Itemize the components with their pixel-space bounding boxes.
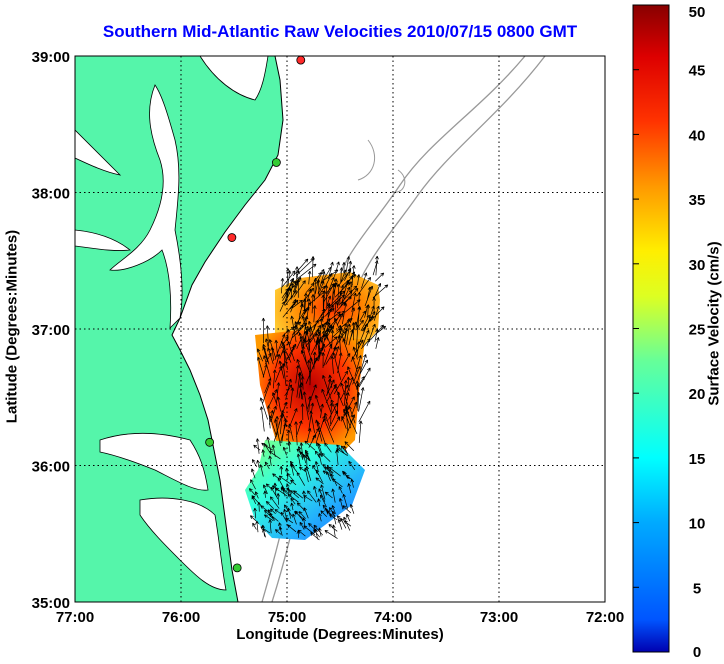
colorbar-tick-label: 10 (689, 516, 706, 533)
colorbar-tick-label: 50 (689, 4, 706, 21)
x-axis-label: Longitude (Degrees:Minutes) (236, 626, 444, 643)
colorbar-tick-label: 40 (689, 127, 706, 144)
y-tick-label: 38:00 (32, 186, 70, 203)
velocity-vectors (248, 255, 389, 541)
station-marker (271, 158, 281, 167)
x-tick-label: 75:00 (268, 609, 306, 626)
x-tick-label: 76:00 (162, 609, 200, 626)
x-tick-label: 72:00 (586, 609, 624, 626)
chesapeake-bay (109, 84, 183, 330)
colorbar-tick-label: 15 (689, 451, 706, 468)
pamlico-sound (139, 497, 227, 591)
colorbar-tick-label: 20 (689, 386, 706, 403)
grid-lines (75, 56, 605, 602)
velocity-region-central (255, 330, 365, 455)
map-title: Southern Mid-Atlantic Raw Velocities 201… (102, 22, 578, 41)
colorbar-tick-label: 5 (693, 580, 701, 597)
y-tick-label: 39:00 (32, 49, 70, 66)
x-tick-label: 73:00 (480, 609, 518, 626)
y-axis-ticks: 39:00 38:00 37:00 36:00 35:00 (32, 49, 70, 612)
y-tick-label: 37:00 (32, 322, 70, 339)
station-marker (227, 233, 237, 242)
colorbar-tick-label: 0 (693, 644, 701, 659)
plot-frame (74, 55, 606, 603)
land-mass (75, 56, 284, 602)
y-tick-label: 36:00 (32, 459, 70, 476)
y-axis-label: Latitude (Degrees:Minutes) (3, 229, 21, 424)
x-tick-label: 77:00 (56, 609, 94, 626)
velocity-region-south (245, 440, 365, 540)
river (75, 129, 122, 176)
station-marker (205, 437, 215, 447)
velocity-field (245, 255, 389, 541)
colorbar-label: Surface Velocity (cm/s) (705, 241, 723, 406)
delaware-bay (199, 56, 269, 101)
colorbar-tick-label: 45 (689, 63, 706, 80)
colorbar-tick-label: 35 (689, 192, 706, 209)
colorbar-tick-label: 30 (689, 257, 706, 274)
station-markers (205, 55, 306, 573)
colorbar-tick-label: 25 (689, 322, 706, 339)
station-marker (296, 55, 306, 65)
y-tick-label: 35:00 (32, 595, 70, 612)
x-axis-ticks: 77:00 76:00 75:00 74:00 73:00 72:00 (56, 609, 624, 626)
x-tick-label: 74:00 (374, 609, 412, 626)
river (75, 229, 132, 251)
station-marker (232, 563, 242, 573)
